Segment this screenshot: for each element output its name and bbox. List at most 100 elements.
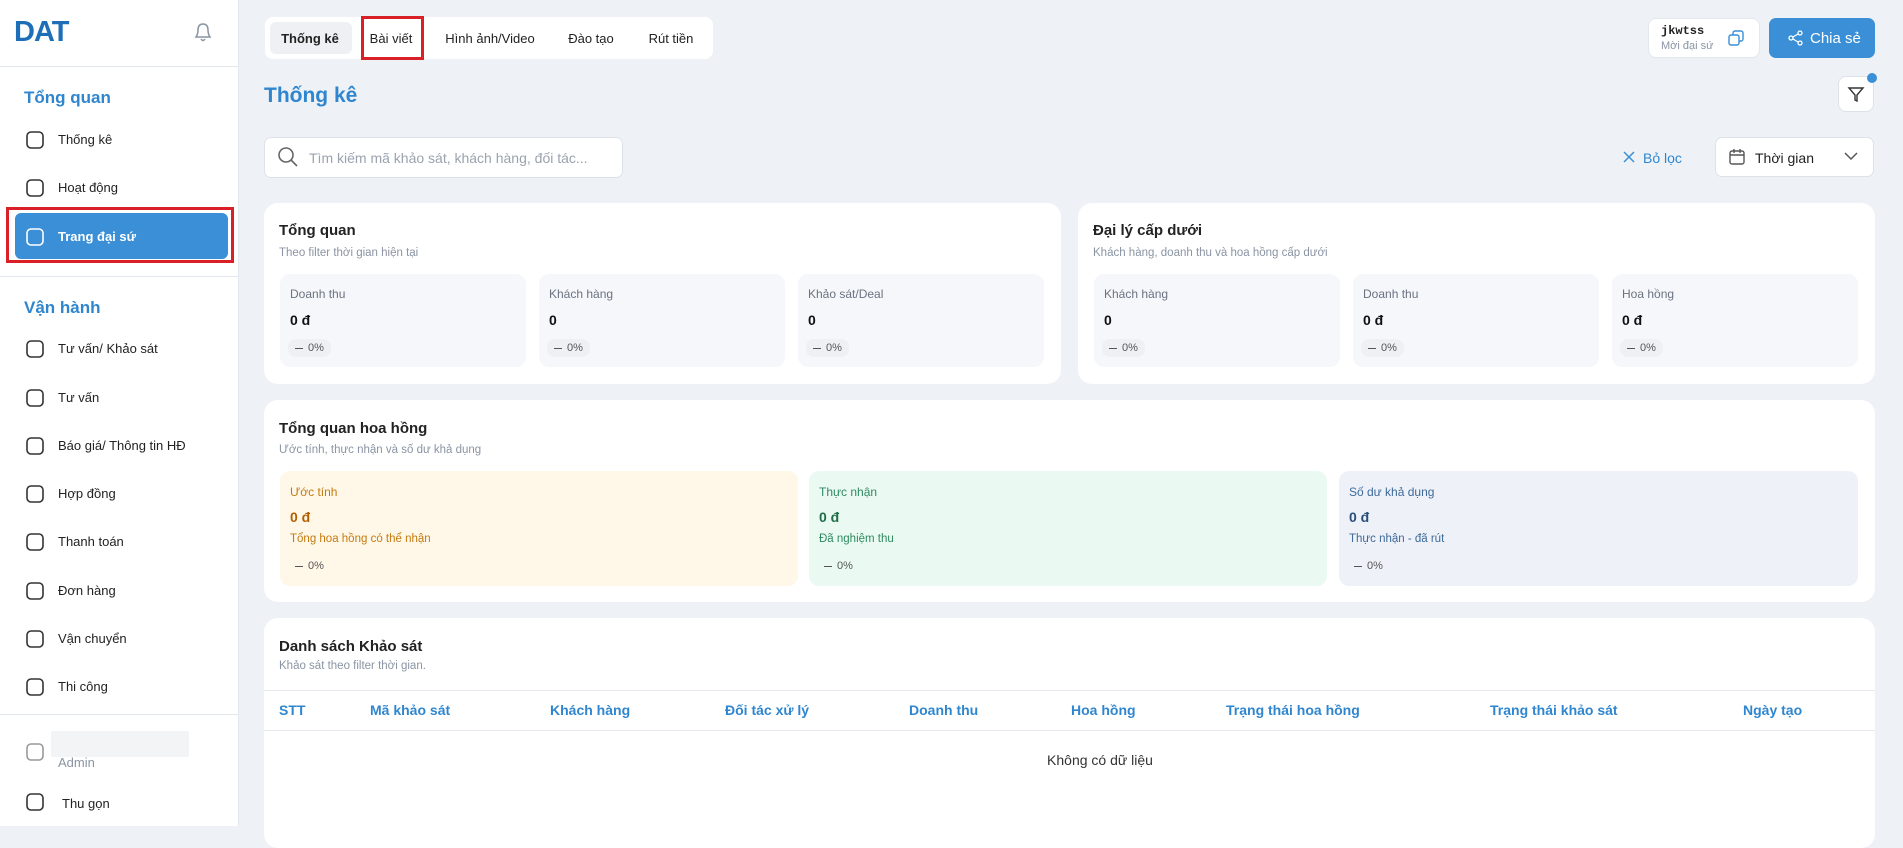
stat-value: 0 đ — [290, 312, 311, 328]
nav-item[interactable]: Báo giá/ Thông tin HĐ — [58, 438, 186, 453]
nav-icon — [26, 179, 44, 197]
change-value: 0% — [826, 342, 842, 354]
nav-item[interactable]: Tư vấn/ Khảo sát — [58, 341, 158, 356]
tab[interactable]: Rút tiền — [648, 31, 694, 46]
nav-icon — [26, 437, 44, 455]
tab[interactable]: Thống kê — [281, 31, 339, 46]
nav-icon — [26, 131, 44, 149]
stat-label: Khảo sát/Deal — [808, 287, 884, 301]
card-title: Danh sách Khảo sát — [279, 638, 423, 655]
commission-change: 0% — [288, 557, 331, 575]
commission-change: 0% — [1347, 557, 1390, 575]
stat-change: 0% — [1361, 339, 1404, 357]
table-header: Trạng thái khảo sát — [1490, 702, 1618, 718]
tab[interactable]: Đào tạo — [568, 31, 614, 46]
commission-box — [809, 471, 1327, 586]
table-header: Doanh thu — [909, 702, 979, 718]
tab[interactable]: Hình ảnh/Video — [445, 31, 535, 46]
commission-note: Thực nhận - đã rút — [1349, 533, 1445, 545]
nav-item[interactable]: Tư vấn — [58, 390, 100, 405]
collapse-button[interactable]: Thu gọn — [62, 796, 110, 811]
share-label[interactable]: Chia sẻ — [1810, 30, 1861, 47]
card-subtitle: Khảo sát theo filter thời gian. — [279, 660, 426, 672]
change-value: 0% — [308, 560, 324, 572]
commission-label: Ước tính — [290, 485, 338, 499]
card-subtitle: Theo filter thời gian hiện tại — [279, 247, 419, 259]
time-filter-label: Thời gian — [1755, 150, 1814, 166]
user-name: Admin — [58, 755, 95, 770]
search-box[interactable] — [264, 137, 623, 178]
nav-icon — [26, 743, 44, 761]
nav-item[interactable]: Thanh toán — [58, 534, 124, 549]
clear-filter[interactable]: Bỏ lọc — [1643, 150, 1682, 166]
card-title: Tổng quan hoa hồng — [279, 420, 428, 437]
stat-label: Doanh thu — [290, 287, 346, 301]
nav-item[interactable]: Thi công — [58, 679, 108, 694]
chevron-icon — [1844, 152, 1858, 161]
table-header: Mã khảo sát — [370, 702, 451, 718]
commission-change: 0% — [817, 557, 860, 575]
stat-label: Hoa hồng — [1622, 287, 1675, 301]
active-nav-bg — [15, 213, 228, 259]
highlight-box — [6, 207, 234, 263]
account-box[interactable] — [1648, 18, 1760, 58]
nav-item[interactable]: Trang đại sứ — [58, 229, 137, 244]
commission-value: 0 đ — [1349, 509, 1370, 525]
table-header: Đối tác xử lý — [725, 702, 810, 718]
nav-item[interactable]: Thống kê — [58, 132, 113, 147]
table-header: STT — [279, 702, 306, 718]
change-value: 0% — [1122, 342, 1138, 354]
commission-value: 0 đ — [819, 509, 840, 525]
change-value: 0% — [567, 342, 583, 354]
card-title: Đại lý cấp dưới — [1093, 222, 1203, 239]
table-header: Trạng thái hoa hồng — [1226, 702, 1360, 718]
bell-icon[interactable] — [192, 20, 214, 44]
change-value: 0% — [1367, 560, 1383, 572]
stat-label: Khách hàng — [1104, 287, 1169, 301]
commission-label: Thực nhận — [819, 485, 878, 499]
card-title: Tổng quan — [279, 222, 356, 239]
share-button[interactable] — [1769, 18, 1875, 58]
divider — [0, 714, 239, 715]
commission-label: Số dư khả dụng — [1349, 485, 1435, 499]
nav-item[interactable]: Đơn hàng — [58, 583, 116, 598]
stat-value: 0 đ — [1363, 312, 1384, 328]
table-header: Khách hàng — [550, 702, 631, 718]
nav-icon — [26, 793, 44, 811]
filter-button[interactable] — [1838, 76, 1874, 112]
tab[interactable]: Bài viết — [369, 31, 413, 46]
user-placeholder — [51, 731, 189, 757]
nav-icon — [26, 485, 44, 503]
share-icon — [1788, 30, 1803, 46]
stat-label: Doanh thu — [1363, 287, 1419, 301]
change-value: 0% — [1381, 342, 1397, 354]
nav-icon — [26, 340, 44, 358]
copy-icon[interactable] — [1728, 30, 1744, 46]
nav-icon — [26, 678, 44, 696]
clear-icon — [1623, 151, 1635, 163]
table-header: Hoa hồng — [1071, 702, 1136, 718]
stat-change: 0% — [1102, 339, 1145, 357]
sidebar — [0, 0, 239, 826]
commission-box — [280, 471, 798, 586]
nav-icon — [26, 533, 44, 551]
stat-value: 0 đ — [1622, 312, 1643, 328]
filter-icon — [1847, 87, 1865, 103]
nav-icon — [26, 582, 44, 600]
change-value: 0% — [1640, 342, 1656, 354]
nav-icon — [26, 630, 44, 648]
table-header: Ngày tạo — [1743, 702, 1803, 718]
card-subtitle: Khách hàng, doanh thu và hoa hồng cấp dư… — [1093, 247, 1328, 259]
page-title: Thống kê — [264, 84, 358, 107]
divider — [0, 66, 239, 67]
nav-item[interactable]: Hợp đồng — [58, 486, 116, 501]
account-code: jkwtss — [1661, 24, 1705, 38]
calendar-icon — [1729, 149, 1745, 165]
table-header-row — [264, 690, 1875, 731]
section-title: Tổng quan — [24, 88, 111, 107]
time-filter[interactable] — [1715, 137, 1874, 177]
nav-item[interactable]: Hoạt động — [58, 180, 118, 195]
nav-icon — [26, 228, 44, 246]
survey-card — [264, 618, 1875, 848]
nav-item[interactable]: Vận chuyển — [58, 631, 127, 646]
